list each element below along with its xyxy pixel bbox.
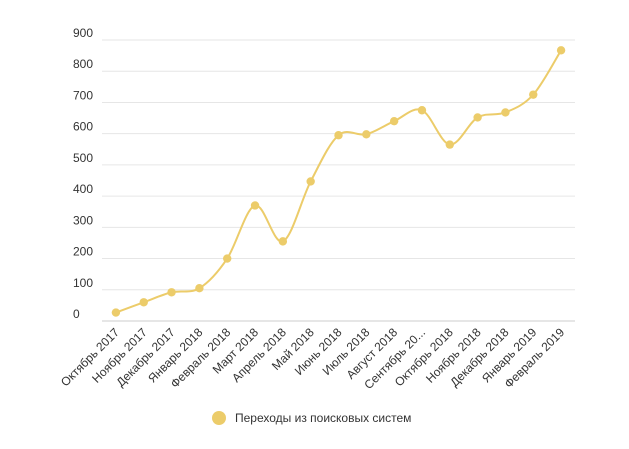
y-tick-label: 700 <box>73 88 93 102</box>
y-axis-ticks: 0 100 200 300 400 500 600 700 800 900 <box>73 26 93 321</box>
data-point <box>417 106 427 115</box>
data-point <box>167 288 176 297</box>
y-tick-label: 900 <box>73 26 93 40</box>
data-point <box>529 90 538 99</box>
data-point <box>195 284 204 293</box>
y-tick-label: 100 <box>73 276 93 290</box>
data-point <box>389 116 399 126</box>
y-tick-label: 800 <box>73 57 93 71</box>
series-line <box>115 49 562 314</box>
legend-label: Переходы из поисковых систем <box>235 411 412 425</box>
data-point <box>250 201 260 210</box>
legend-marker <box>212 411 226 425</box>
data-point <box>139 298 148 307</box>
data-point <box>445 140 454 149</box>
data-points <box>111 46 566 317</box>
data-point <box>334 131 343 140</box>
gridlines <box>102 39 575 322</box>
data-point <box>111 308 121 317</box>
data-point <box>501 108 510 117</box>
y-tick-label: 200 <box>73 245 93 259</box>
y-tick-label: 600 <box>73 120 93 134</box>
data-point <box>278 237 288 246</box>
data-point <box>556 46 566 55</box>
y-tick-label: 400 <box>73 182 93 196</box>
data-point <box>306 177 315 186</box>
data-point <box>473 113 482 122</box>
y-tick-label: 0 <box>73 307 80 321</box>
data-point <box>362 130 371 139</box>
y-tick-label: 300 <box>73 213 93 227</box>
y-tick-label: 500 <box>73 151 93 165</box>
legend: Переходы из поисковых систем <box>212 411 411 425</box>
data-point <box>223 254 232 263</box>
